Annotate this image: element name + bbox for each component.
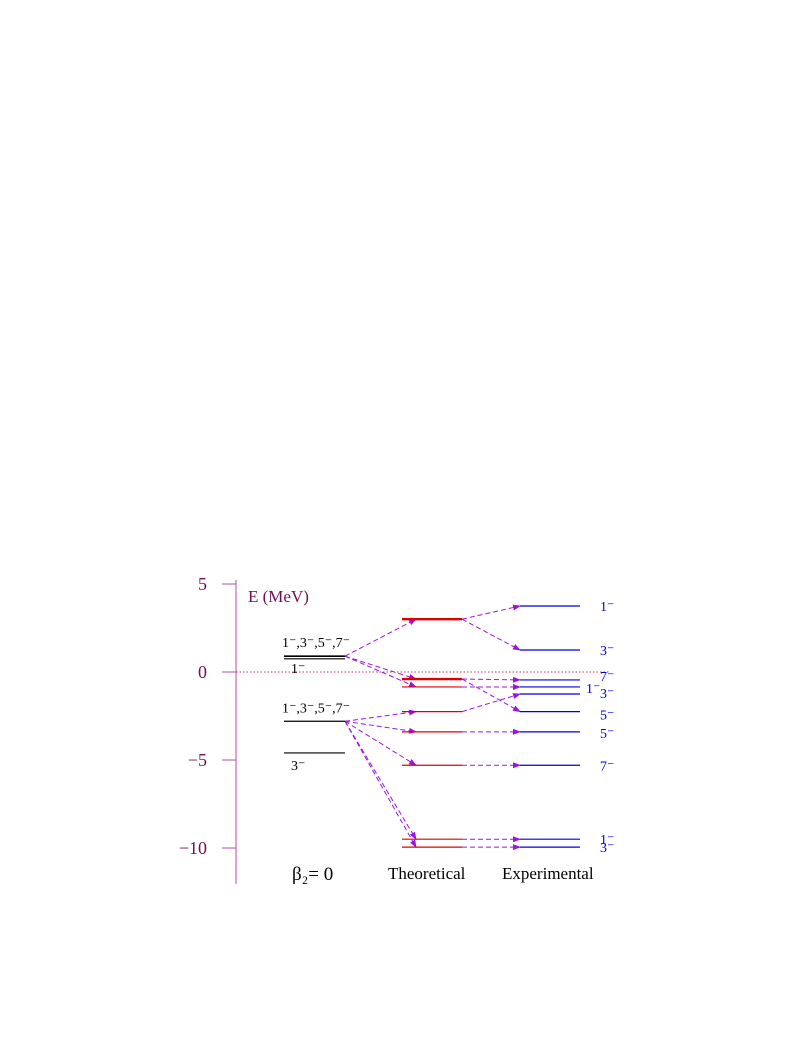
base-level-label: 1⁻,3⁻,5⁻,7⁻ bbox=[282, 636, 350, 651]
axis-tick-label: 0 bbox=[198, 662, 207, 682]
transition-arrow bbox=[344, 709, 417, 722]
transition-arrow bbox=[461, 693, 521, 713]
transition-arrow bbox=[344, 655, 417, 680]
axis-tick-label: −5 bbox=[188, 750, 207, 770]
experiment-level-label: 1⁻ bbox=[586, 682, 600, 697]
transition-arrow bbox=[344, 618, 417, 657]
base-column-label: β₂= 0 bbox=[292, 864, 333, 885]
axis-ticks: 5 0 −5 −10 bbox=[179, 574, 236, 858]
experiment-level-label: 7⁻ bbox=[600, 670, 614, 685]
experimental-levels: 1⁻3⁻7⁻1⁻ 3⁻5⁻5⁻7⁻1⁻3⁻ bbox=[520, 600, 614, 856]
transition-arrow bbox=[461, 618, 521, 651]
experiment-level-label: 1⁻ bbox=[600, 833, 614, 848]
transition-arrow bbox=[461, 676, 521, 683]
axis-tick-label: −10 bbox=[179, 838, 207, 858]
experiment-level-label: 1⁻ bbox=[600, 600, 614, 615]
experiment-level-label: 5⁻ bbox=[600, 727, 614, 742]
axis-label: E (MeV) bbox=[248, 587, 309, 606]
transition-arrow bbox=[344, 721, 417, 848]
experiment-level-label: 3⁻ bbox=[600, 841, 614, 856]
base-levels: 1⁻,3⁻,5⁻,7⁻ 1⁻ 1⁻,3⁻,5⁻,7⁻ 3⁻ bbox=[282, 636, 350, 774]
transition-arrow bbox=[461, 604, 521, 620]
experiment-level-label: 5⁻ bbox=[600, 709, 614, 724]
transition-arrow bbox=[344, 720, 417, 766]
base-level-label: 1⁻,3⁻,5⁻,7⁻ bbox=[282, 701, 350, 716]
transition-arrow bbox=[344, 720, 417, 734]
theoretical-levels bbox=[402, 618, 462, 848]
base-level-label: 3⁻ bbox=[291, 759, 305, 774]
transition-arrows bbox=[344, 604, 521, 851]
experimental-column-label: Experimental bbox=[502, 864, 594, 883]
base-level-label: 1⁻ bbox=[291, 662, 305, 677]
experiment-level-label: 7⁻ bbox=[600, 759, 614, 774]
transition-arrow bbox=[461, 678, 521, 713]
transition-arrow bbox=[344, 655, 417, 688]
theoretical-column-label: Theoretical bbox=[388, 864, 466, 883]
experiment-level-label: 3⁻ bbox=[600, 644, 614, 659]
experiment-level-label: 3⁻ bbox=[600, 687, 614, 702]
axis-tick-label: 5 bbox=[198, 574, 207, 594]
transition-arrow bbox=[344, 721, 417, 841]
